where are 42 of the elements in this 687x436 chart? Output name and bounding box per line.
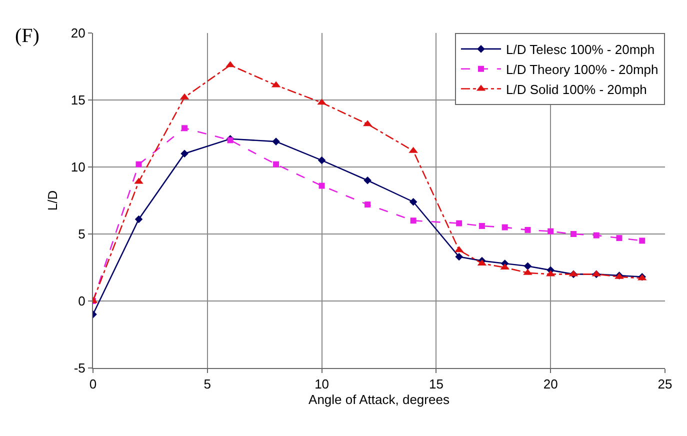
point [593, 232, 600, 238]
point [524, 262, 532, 270]
point [455, 252, 463, 261]
point [272, 138, 280, 146]
y-tick-label: 15 [70, 92, 86, 108]
point [318, 156, 326, 164]
x-tick-label: 15 [428, 376, 444, 392]
y-tick-label: 20 [70, 26, 86, 41]
point [318, 182, 325, 189]
point [409, 198, 418, 206]
point [273, 161, 280, 168]
point [182, 125, 188, 132]
x-tick-label: 10 [314, 376, 330, 392]
point [456, 220, 462, 226]
point [364, 176, 372, 184]
y-tick-label: 5 [78, 226, 86, 242]
point [134, 215, 143, 224]
legend-label: L/D Telesc 100% - 20mph [506, 42, 655, 58]
point [136, 161, 142, 168]
point [570, 231, 576, 237]
y-tick-label: 10 [70, 160, 86, 175]
point [180, 150, 188, 158]
point [227, 137, 234, 144]
point [478, 222, 485, 229]
point [364, 202, 371, 208]
y-axis-title: L/D [44, 190, 60, 211]
legend-label: L/D Theory 100% - 20mph [506, 62, 658, 77]
x-tick-label: 25 [658, 376, 672, 392]
point [502, 224, 508, 230]
y-tick-label: 0 [78, 294, 86, 309]
point [524, 226, 531, 233]
point [616, 235, 622, 242]
point [639, 238, 646, 244]
legend-label: L/D Solid 100% - 20mph [506, 82, 647, 97]
x-tick-label: 5 [204, 376, 212, 392]
x-tick-label: 0 [89, 376, 97, 392]
point [548, 228, 554, 234]
x-tick-label: 20 [543, 376, 558, 392]
point [410, 218, 416, 224]
x-axis-title: Angle of Attack, degrees [308, 392, 450, 408]
y-tick-label: -5 [74, 360, 86, 376]
text: (F) [15, 25, 40, 47]
